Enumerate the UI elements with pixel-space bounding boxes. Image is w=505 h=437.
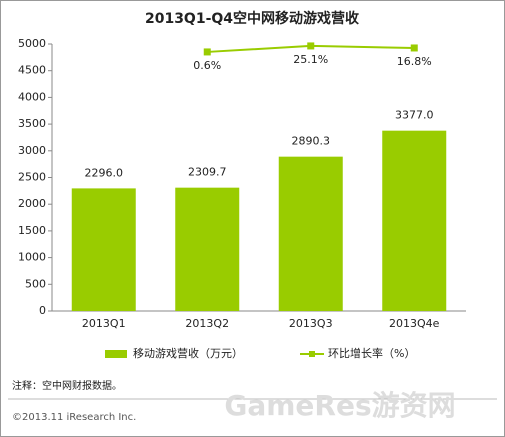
x-tick-label: 2013Q1 xyxy=(82,317,126,330)
bar-label: 3377.0 xyxy=(395,109,434,122)
legend-marker xyxy=(309,351,315,357)
bar xyxy=(278,156,343,311)
line-label: 16.8% xyxy=(397,55,432,68)
bar-label: 2296.0 xyxy=(85,166,124,179)
source: ©2013.11 iResearch Inc. xyxy=(12,412,136,423)
bar xyxy=(71,188,136,311)
y-tick-label: 4000 xyxy=(18,90,46,103)
legend-swatch xyxy=(105,350,127,358)
y-tick-label: 0 xyxy=(39,304,46,317)
y-tick-label: 3000 xyxy=(18,144,46,157)
y-tick-label: 4500 xyxy=(18,64,46,77)
x-tick-label: 2013Q4e xyxy=(389,317,440,330)
line-marker xyxy=(203,48,211,56)
y-tick-label: 1000 xyxy=(18,251,46,264)
y-tick-label: 1500 xyxy=(18,224,46,237)
y-tick-label: 2500 xyxy=(18,171,46,184)
watermark: GameRes游资网 xyxy=(224,389,455,422)
legend-label: 移动游戏营收（万元） xyxy=(133,346,243,360)
note: 注释：空中网财报数据。 xyxy=(12,379,122,392)
legend-label: 环比增长率（%） xyxy=(328,346,415,360)
bar-label: 2890.3 xyxy=(292,135,331,148)
bar xyxy=(175,187,240,311)
y-tick-label: 5000 xyxy=(18,37,46,50)
line-label: 0.6% xyxy=(193,59,221,72)
chart-title: 2013Q1-Q4空中网移动游戏营收 xyxy=(145,10,360,27)
bar-label: 2309.7 xyxy=(188,166,227,179)
y-tick-label: 3500 xyxy=(18,117,46,130)
x-tick-label: 2013Q2 xyxy=(185,317,229,330)
line-label: 25.1% xyxy=(293,53,328,66)
line-marker xyxy=(307,42,315,50)
line-marker xyxy=(410,44,418,52)
y-tick-label: 500 xyxy=(25,277,46,290)
x-tick-label: 2013Q3 xyxy=(289,317,333,330)
bar xyxy=(382,130,447,311)
y-tick-label: 2000 xyxy=(18,197,46,210)
